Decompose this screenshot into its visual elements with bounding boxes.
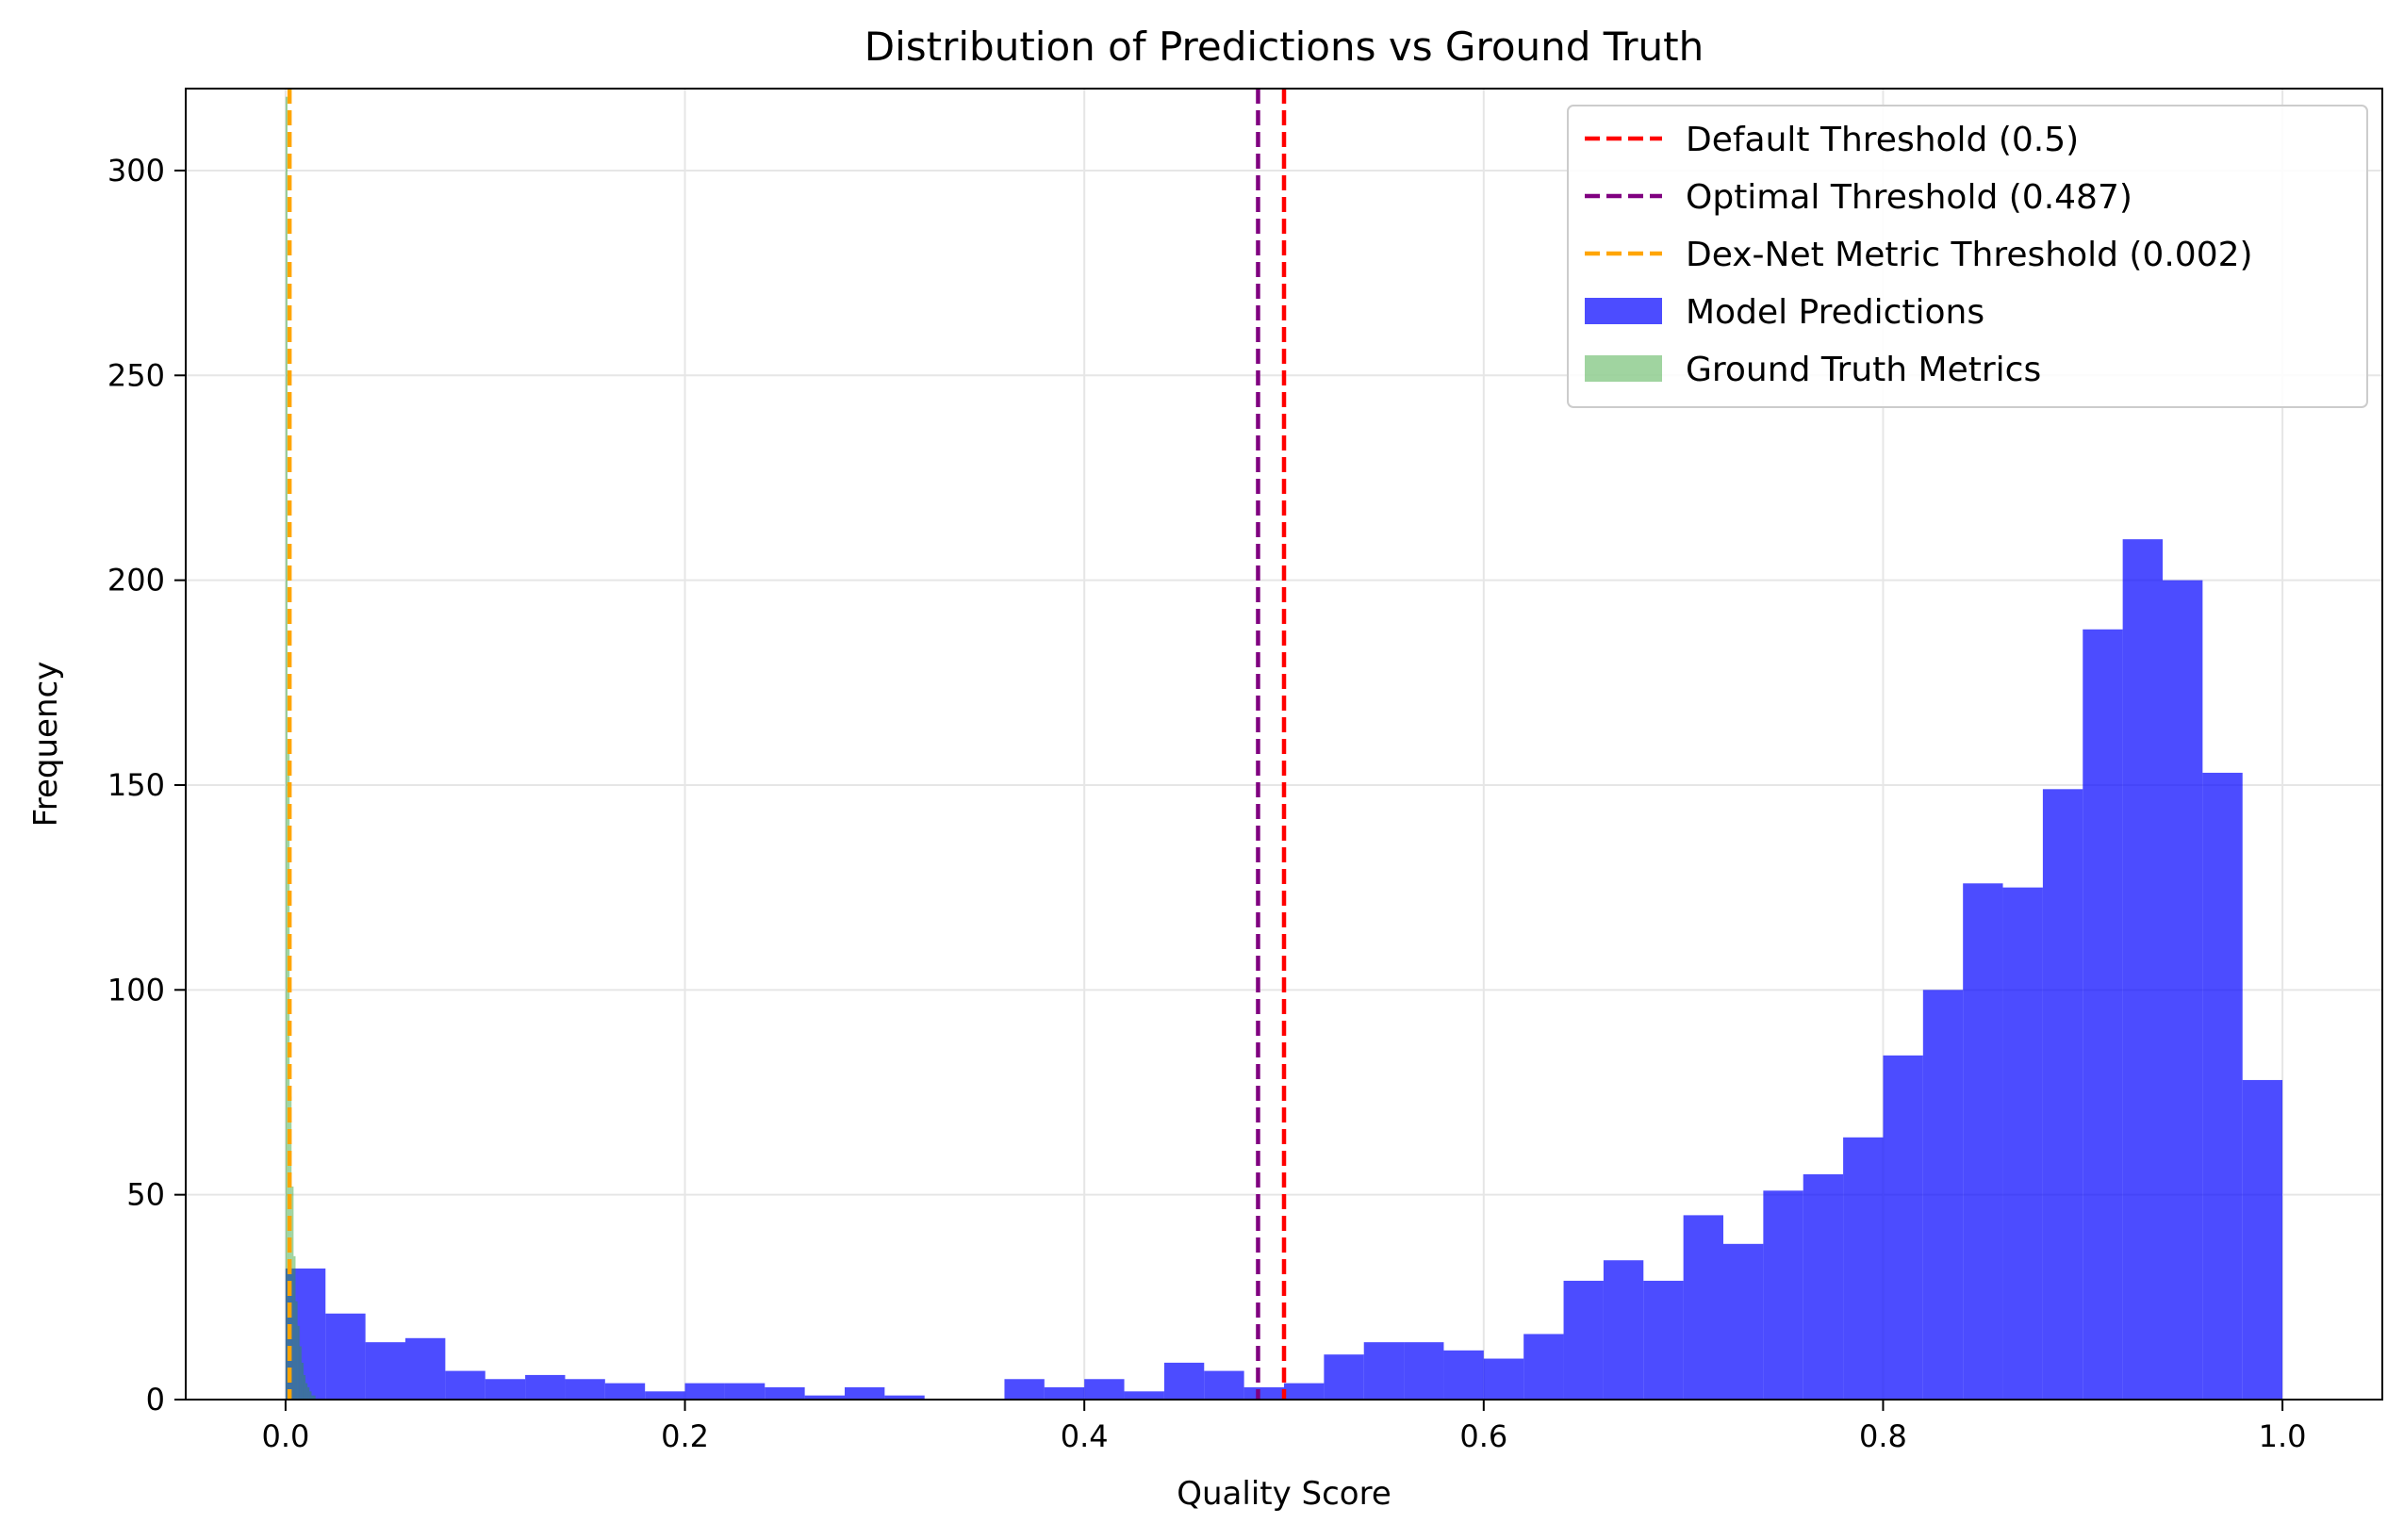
legend-label: Optimal Threshold (0.487)	[1686, 178, 2132, 217]
prediction-bar	[1363, 1342, 1405, 1400]
x-tick-label: 0.6	[1459, 1418, 1507, 1454]
y-tick-label: 100	[107, 972, 165, 1008]
prediction-bar	[804, 1395, 845, 1400]
x-tick-label: 0.4	[1061, 1418, 1109, 1454]
prediction-bar	[1763, 1190, 1803, 1400]
x-tick-label: 1.0	[2259, 1418, 2307, 1454]
legend-swatch	[1585, 298, 1662, 324]
plot-frame	[185, 88, 2383, 1401]
ground-truth-bar	[307, 1386, 310, 1400]
y-axis-ticks: 0 50 100 150 200 250 300	[107, 153, 186, 1417]
prediction-bar	[405, 1337, 446, 1400]
x-tick-label: 0.0	[261, 1418, 309, 1454]
prediction-bar	[1483, 1358, 1524, 1400]
legend: Default Threshold (0.5) Optimal Threshold…	[1567, 105, 2368, 408]
ground-truth-bar	[313, 1395, 316, 1400]
ground-truth-bar	[295, 1301, 298, 1400]
prediction-bar	[1843, 1137, 1884, 1400]
prediction-bar	[1883, 1055, 1923, 1400]
prediction-bar	[1563, 1280, 1604, 1400]
prediction-bar	[525, 1374, 566, 1400]
prediction-bar	[1523, 1334, 1564, 1400]
x-axis-ticks: 0.0 0.2 0.4 0.6 0.8 1.0	[261, 1400, 2307, 1454]
y-tick-label: 250	[107, 357, 165, 393]
prediction-bar	[1324, 1354, 1364, 1400]
prediction-bar	[2042, 789, 2083, 1400]
prediction-bar	[2083, 629, 2123, 1400]
model-predictions-bars	[285, 539, 2283, 1400]
prediction-bar	[1443, 1350, 1484, 1400]
ground-truth-bar	[291, 1186, 294, 1400]
y-axis-label: Frequency	[27, 662, 65, 827]
prediction-bar	[1124, 1391, 1164, 1400]
legend-box	[1567, 105, 2368, 408]
prediction-bar	[285, 1268, 326, 1400]
legend-label: Default Threshold (0.5)	[1686, 121, 2079, 159]
legend-label: Dex-Net Metric Threshold (0.002)	[1686, 236, 2253, 274]
legend-label: Ground Truth Metrics	[1686, 351, 2041, 389]
x-tick-label: 0.2	[661, 1418, 709, 1454]
prediction-bar	[2002, 887, 2043, 1400]
prediction-bar	[724, 1383, 766, 1400]
chart-title: Distribution of Predictions vs Ground Tr…	[864, 24, 1704, 70]
prediction-bar	[2163, 580, 2203, 1400]
y-tick-label: 150	[107, 767, 165, 803]
y-tick-label: 50	[126, 1177, 165, 1213]
prediction-bar	[1243, 1386, 1284, 1400]
prediction-bar	[485, 1379, 526, 1400]
prediction-bar	[1723, 1243, 1764, 1400]
threshold-lines	[287, 89, 1287, 1400]
prediction-bar	[684, 1383, 725, 1400]
prediction-bar	[645, 1391, 685, 1400]
prediction-bar	[1044, 1386, 1085, 1400]
prediction-bar	[325, 1313, 366, 1400]
prediction-bar	[1163, 1362, 1205, 1400]
prediction-bar	[604, 1383, 646, 1400]
prediction-bar	[1004, 1379, 1045, 1400]
ground-truth-bar	[305, 1383, 308, 1400]
prediction-bar	[1803, 1173, 1844, 1400]
prediction-bar	[1084, 1379, 1125, 1400]
prediction-bar	[1404, 1342, 1444, 1400]
prediction-bar	[1922, 990, 1964, 1400]
prediction-bar	[1683, 1215, 1723, 1400]
legend-swatch	[1585, 355, 1662, 382]
ground-truth-bar	[301, 1362, 304, 1400]
y-tick-label: 300	[107, 153, 165, 188]
prediction-bar	[1963, 883, 2003, 1400]
prediction-bar	[1603, 1260, 1644, 1400]
ground-truth-bar	[297, 1325, 300, 1400]
y-tick-label: 200	[107, 563, 165, 598]
ground-truth-bar	[299, 1346, 302, 1400]
ground-truth-bar	[311, 1395, 314, 1400]
y-tick-label: 0	[146, 1382, 165, 1417]
prediction-bar	[2122, 539, 2163, 1400]
prediction-bar	[1284, 1383, 1325, 1400]
prediction-bar	[2202, 772, 2243, 1400]
ground-truth-bar	[285, 96, 288, 1401]
prediction-bar	[2242, 1079, 2283, 1400]
prediction-bar	[884, 1395, 925, 1400]
prediction-bar	[1643, 1280, 1684, 1400]
x-tick-label: 0.8	[1859, 1418, 1907, 1454]
prediction-bar	[445, 1370, 486, 1400]
legend-label: Model Predictions	[1686, 293, 1984, 332]
ground-truth-bar	[293, 1255, 296, 1400]
prediction-bar	[565, 1379, 605, 1400]
prediction-bar	[1204, 1370, 1244, 1400]
x-axis-label: Quality Score	[1177, 1475, 1391, 1513]
prediction-bar	[845, 1386, 885, 1400]
prediction-bar	[765, 1386, 805, 1400]
ground-truth-bar	[303, 1374, 306, 1400]
prediction-bar	[365, 1342, 405, 1400]
ground-truth-bar	[309, 1391, 312, 1400]
